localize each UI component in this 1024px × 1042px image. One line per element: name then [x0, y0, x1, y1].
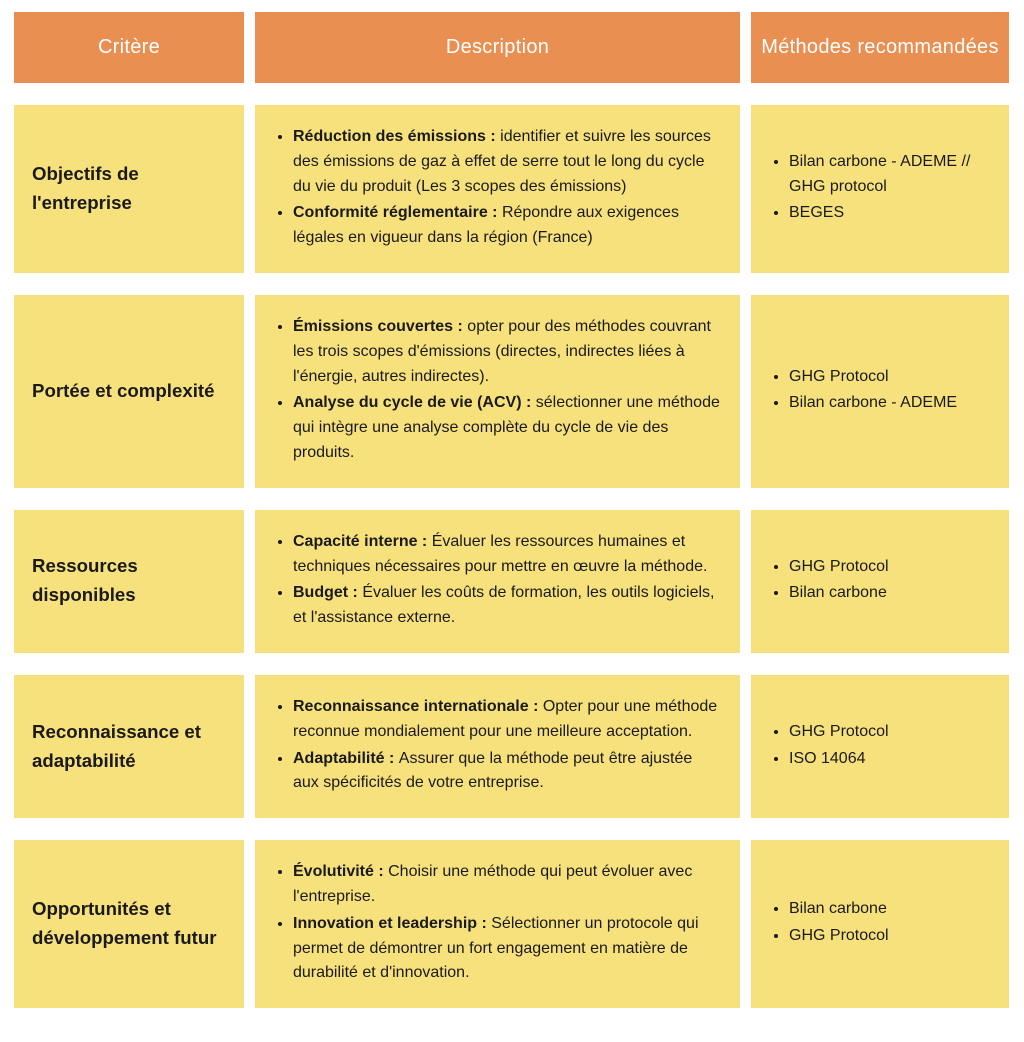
description-list: Réduction des émissions : identifier et …: [273, 125, 722, 253]
table-row: Ressources disponibles Capacité interne :…: [14, 510, 1010, 653]
critere-cell: Objectifs de l'entreprise: [14, 105, 244, 273]
description-item: Reconnaissance internationale : Opter po…: [293, 695, 722, 745]
methodes-item: GHG Protocol: [789, 365, 991, 390]
description-item: Innovation et leadership : Sélectionner …: [293, 912, 722, 986]
methodes-item: Bilan carbone - ADEME: [789, 391, 991, 416]
critere-cell: Opportunités et développement futur: [14, 840, 244, 1008]
description-lead: Reconnaissance internationale :: [293, 698, 543, 715]
description-item: Adaptabilité : Assurer que la méthode pe…: [293, 747, 722, 797]
methodes-item: GHG Protocol: [789, 924, 991, 949]
description-list: Évolutivité : Choisir une méthode qui pe…: [273, 860, 722, 988]
table-row: Opportunités et développement futur Évolu…: [14, 840, 1010, 1008]
methodes-item: GHG Protocol: [789, 555, 991, 580]
table-header-row: CritèreDescriptionMéthodes recommandées: [14, 12, 1010, 83]
methodes-list: Bilan carboneGHG Protocol: [769, 897, 991, 951]
methodes-cell: Bilan carbone - ADEME // GHG protocolBEG…: [751, 105, 1009, 273]
table-row: Portée et complexité Émissions couvertes …: [14, 295, 1010, 488]
description-lead: Innovation et leadership :: [293, 915, 491, 932]
description-item: Budget : Évaluer les coûts de formation,…: [293, 581, 722, 631]
header-methodes: Méthodes recommandées: [751, 12, 1009, 83]
description-cell: Évolutivité : Choisir une méthode qui pe…: [255, 840, 740, 1008]
description-item: Évolutivité : Choisir une méthode qui pe…: [293, 860, 722, 910]
methodes-item: Bilan carbone: [789, 581, 991, 606]
methodes-item: Bilan carbone - ADEME // GHG protocol: [789, 150, 991, 200]
description-lead: Émissions couvertes :: [293, 318, 467, 335]
criteria-table: CritèreDescriptionMéthodes recommandées O…: [14, 12, 1010, 1008]
description-lead: Budget :: [293, 584, 362, 601]
header-description: Description: [255, 12, 740, 83]
methodes-list: GHG ProtocolBilan carbone: [769, 555, 991, 609]
methodes-item: BEGES: [789, 201, 991, 226]
methodes-list: Bilan carbone - ADEME // GHG protocolBEG…: [769, 150, 991, 228]
header-critere: Critère: [14, 12, 244, 83]
description-lead: Évolutivité :: [293, 863, 388, 880]
description-item: Réduction des émissions : identifier et …: [293, 125, 722, 199]
description-lead: Conformité réglementaire :: [293, 204, 502, 221]
description-item: Analyse du cycle de vie (ACV) : sélectio…: [293, 391, 722, 465]
description-list: Capacité interne : Évaluer les ressource…: [273, 530, 722, 633]
description-lead: Analyse du cycle de vie (ACV) :: [293, 394, 536, 411]
description-cell: Émissions couvertes : opter pour des mét…: [255, 295, 740, 488]
methodes-cell: GHG ProtocolBilan carbone - ADEME: [751, 295, 1009, 488]
critere-cell: Portée et complexité: [14, 295, 244, 488]
methodes-list: GHG ProtocolBilan carbone - ADEME: [769, 365, 991, 419]
description-lead: Réduction des émissions :: [293, 128, 500, 145]
description-lead: Capacité interne :: [293, 533, 432, 550]
description-lead: Adaptabilité :: [293, 750, 399, 767]
methodes-item: GHG Protocol: [789, 720, 991, 745]
description-item: Conformité réglementaire : Répondre aux …: [293, 201, 722, 251]
description-cell: Capacité interne : Évaluer les ressource…: [255, 510, 740, 653]
description-item: Capacité interne : Évaluer les ressource…: [293, 530, 722, 580]
methodes-cell: Bilan carboneGHG Protocol: [751, 840, 1009, 1008]
description-list: Émissions couvertes : opter pour des mét…: [273, 315, 722, 468]
table-row: Objectifs de l'entreprise Réduction des é…: [14, 105, 1010, 273]
methodes-item: ISO 14064: [789, 747, 991, 772]
methodes-item: Bilan carbone: [789, 897, 991, 922]
description-cell: Réduction des émissions : identifier et …: [255, 105, 740, 273]
description-item: Émissions couvertes : opter pour des mét…: [293, 315, 722, 389]
critere-cell: Ressources disponibles: [14, 510, 244, 653]
methodes-cell: GHG ProtocolBilan carbone: [751, 510, 1009, 653]
